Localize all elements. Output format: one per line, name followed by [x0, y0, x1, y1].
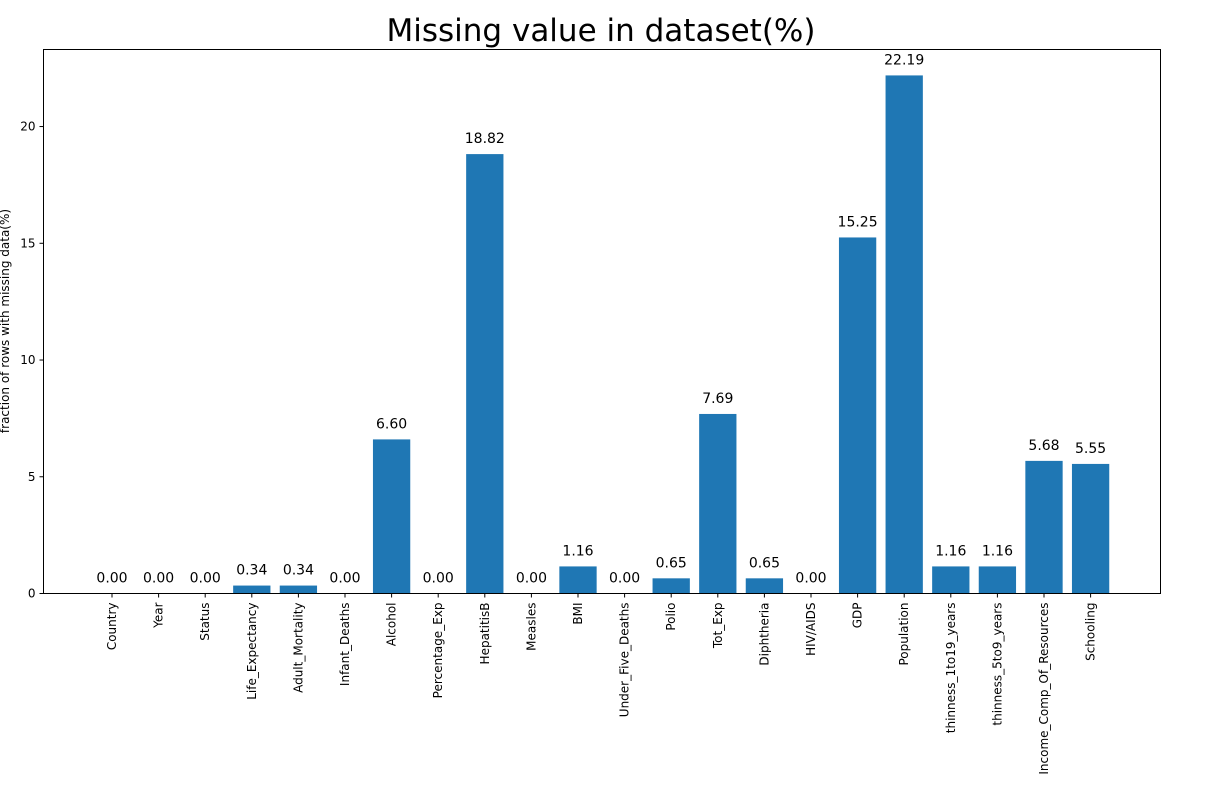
y-tick-label: 10 [20, 353, 35, 367]
x-tick-label: HIV/AIDS [804, 603, 818, 656]
bar-value-label: 1.16 [562, 543, 593, 559]
y-axis: 0 5 10 15 20 [20, 120, 44, 601]
bar [885, 75, 923, 594]
y-tick-label: 20 [20, 120, 35, 134]
bar-value-label: 0.00 [143, 571, 174, 587]
x-tick-label: Population [897, 603, 911, 666]
bar-value-label: 0.00 [609, 571, 640, 587]
plot-frame [43, 49, 1161, 594]
chart-title: Missing value in dataset(%) [387, 13, 816, 49]
bar [652, 578, 690, 594]
bar-value-label: 1.16 [982, 543, 1013, 559]
x-tick-label: GDP [851, 603, 865, 629]
x-tick-label: thinness_5to9_years [990, 603, 1004, 726]
bar-value-label: 0.65 [749, 555, 780, 571]
bar [745, 578, 784, 594]
x-tick-label: Adult_Mortality [291, 603, 305, 693]
x-tick-label: Measles [524, 603, 538, 651]
x-tick-label: Alcohol [385, 603, 399, 647]
bar-value-label: 0.34 [283, 563, 314, 579]
bar-value-label: 18.82 [465, 131, 505, 147]
bar-value-label: 0.00 [423, 571, 454, 587]
x-tick-label: Country [105, 603, 119, 651]
bar-value-label: 1.16 [935, 543, 966, 559]
x-axis: Country Year Status Life_Expectancy Adult_Mo… [105, 593, 1098, 775]
bar [978, 566, 1017, 594]
bar-value-label: 0.00 [795, 571, 826, 587]
x-tick-label: Life_Expectancy [245, 603, 259, 700]
bar-value-label: 0.65 [656, 555, 687, 571]
bar-value-label: 0.00 [96, 571, 127, 587]
bar-value-label: 22.19 [884, 52, 924, 68]
bar-value-label: 15.25 [838, 214, 878, 230]
bar [279, 585, 318, 594]
bar [699, 413, 737, 594]
y-tick-label: 15 [20, 236, 35, 250]
y-axis-label: fraction of rows with missing data(%) [0, 209, 12, 433]
bar-value-label: 0.00 [190, 571, 221, 587]
x-tick-label: Tot_Exp [711, 603, 725, 650]
bar-value-label: 5.68 [1028, 438, 1059, 454]
x-tick-label: Status [198, 603, 212, 641]
bar [233, 585, 271, 594]
bar [932, 566, 970, 594]
y-tick-label: 0 [28, 587, 36, 601]
x-tick-label: Percentage_Exp [431, 603, 445, 699]
bar [559, 566, 597, 594]
x-tick-label: BMI [571, 603, 585, 625]
bar-value-label: 0.00 [516, 571, 547, 587]
bar-value-label: 7.69 [702, 391, 733, 407]
x-tick-label: Schooling [1084, 603, 1098, 661]
bar-value-label: 0.00 [329, 571, 360, 587]
x-tick-label: Year [152, 602, 166, 628]
bar [1071, 463, 1110, 594]
x-tick-label: Infant_Deaths [338, 603, 352, 687]
x-tick-label: HepatitisB [478, 603, 492, 665]
y-tick-label: 5 [28, 470, 36, 484]
bar [1025, 460, 1063, 594]
x-tick-label: Under_Five_Deaths [618, 603, 632, 718]
bars-group [233, 75, 1110, 594]
x-tick-label: Income_Comp_Of_Resources [1037, 603, 1051, 775]
x-tick-label: thinness_1to19_years [944, 603, 958, 734]
bar [838, 237, 877, 594]
bar-value-label: 0.34 [236, 563, 267, 579]
x-tick-label: Diphtheria [757, 603, 771, 666]
x-tick-label: Polio [664, 603, 678, 631]
bar-value-label: 5.55 [1075, 441, 1106, 457]
bar-value-label: 6.60 [376, 416, 407, 432]
bar [372, 439, 411, 594]
value-labels-group: 0.00 0.00 0.00 0.34 0.34 0.00 6.60 0.00 18.82 0.0… [96, 52, 1106, 586]
bar [466, 154, 504, 594]
